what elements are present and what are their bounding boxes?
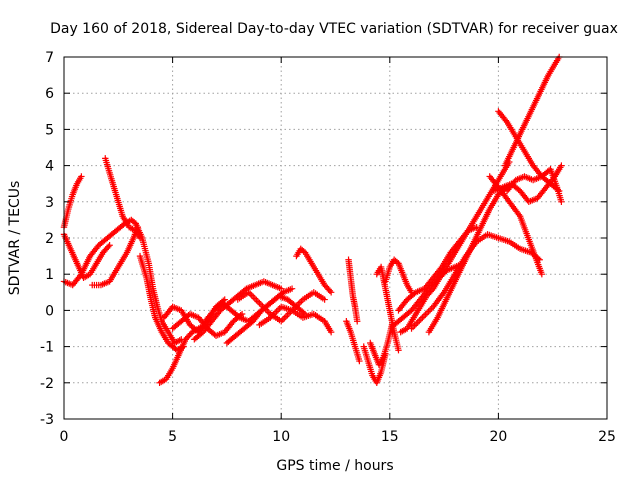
y-tick-label: 2: [45, 231, 54, 247]
data-point: [414, 319, 421, 326]
data-points: [60, 53, 565, 386]
data-series: [503, 166, 565, 205]
y-tick-label: 3: [45, 195, 54, 211]
data-point: [251, 295, 259, 302]
data-point: [106, 242, 113, 249]
data-series: [256, 303, 335, 336]
y-axis-title: SDTVAR / TECUs: [7, 181, 23, 296]
data-point: [288, 285, 296, 292]
data-point: [327, 328, 335, 336]
data-point: [327, 289, 335, 296]
data-series: [436, 158, 513, 278]
y-tick-label: 6: [45, 86, 54, 102]
data-point: [282, 313, 290, 320]
data-point: [558, 162, 565, 169]
x-tick-label: 25: [598, 429, 616, 445]
data-series: [132, 220, 185, 347]
data-point: [558, 198, 565, 205]
data-point: [250, 293, 257, 301]
data-point: [256, 299, 263, 307]
data-series: [60, 231, 113, 282]
data-point: [78, 173, 85, 180]
data-point: [395, 347, 402, 354]
data-point: [300, 309, 307, 317]
y-tick-label: 7: [45, 50, 54, 66]
data-point: [426, 306, 434, 314]
y-tick-label: 4: [45, 159, 54, 175]
data-point: [428, 286, 436, 294]
data-point: [416, 317, 423, 324]
data-point: [105, 243, 112, 250]
data-point: [254, 298, 262, 305]
data-point: [221, 296, 228, 303]
data-point: [326, 287, 334, 295]
x-tick-label: 15: [381, 429, 399, 445]
data-series: [293, 245, 335, 296]
x-axis-title: GPS time / hours: [276, 458, 393, 474]
chart-title: Day 160 of 2018, Sidereal Day-to-day VTE…: [50, 21, 618, 37]
plot-frame: [63, 56, 608, 420]
data-point: [279, 316, 286, 323]
data-series: [191, 278, 285, 343]
data-series: [382, 256, 415, 296]
data-point: [425, 308, 432, 315]
data-point: [246, 290, 254, 298]
axis-ticks: 0 5 10 15 20 25 -3 -2 -1 0 1 2 3 4 5 6 7: [40, 50, 616, 445]
data-point: [417, 315, 425, 323]
data-series: [486, 173, 546, 278]
y-tick-label: -1: [40, 340, 54, 356]
data-point: [356, 357, 363, 365]
y-tick-label: 5: [45, 122, 54, 138]
data-point: [354, 318, 361, 325]
data-series: [60, 173, 85, 231]
data-series: [501, 53, 563, 169]
x-tick-label: 20: [489, 429, 507, 445]
data-series: [397, 267, 450, 336]
data-point: [284, 311, 291, 319]
data-series: [425, 184, 511, 336]
y-tick-label: 0: [45, 303, 54, 319]
data-point: [278, 285, 285, 292]
data-series: [343, 318, 363, 365]
data-point: [253, 296, 260, 304]
data-point: [321, 296, 328, 303]
x-tick-label: 10: [272, 429, 290, 445]
data-series: [367, 321, 396, 368]
data-series: [60, 216, 139, 289]
y-tick-label: -3: [40, 412, 54, 428]
y-tick-label: -2: [40, 376, 54, 392]
y-tick-label: 1: [45, 267, 54, 283]
data-point: [422, 311, 429, 318]
data-series: [345, 256, 361, 325]
data-point: [420, 312, 428, 320]
x-tick-label: 5: [168, 429, 177, 445]
data-point: [419, 314, 426, 321]
x-tick-label: 0: [60, 429, 69, 445]
data-point: [538, 271, 546, 278]
